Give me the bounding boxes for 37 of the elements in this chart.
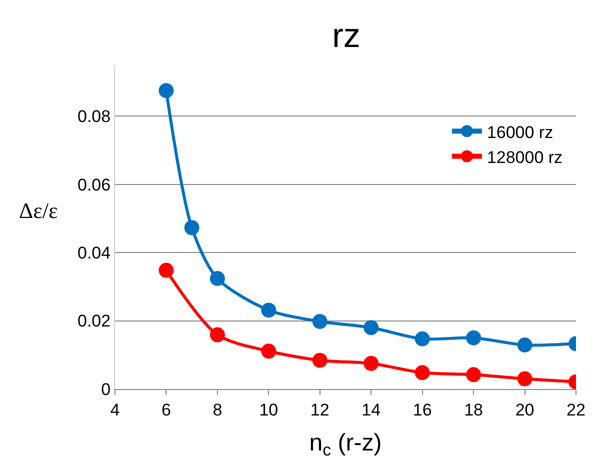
y-tick-label: 0.02: [78, 312, 111, 331]
x-tick-label: 14: [362, 400, 381, 420]
y-axis-title: Δε/ε: [19, 198, 58, 223]
point: [364, 320, 379, 336]
point: [210, 327, 225, 342]
legend-label: 128000 rz: [486, 148, 563, 167]
x-tick-label: 8: [212, 400, 222, 420]
y-tick-label: 0.06: [78, 175, 111, 194]
point: [158, 83, 174, 98]
x-tick-label: 22: [566, 400, 586, 420]
y-tick-label: 0.08: [78, 107, 111, 126]
x-axis-title: n$_{c}$ (r-z): [309, 430, 382, 460]
point: [466, 367, 482, 382]
y-tick-label: 0.04: [78, 244, 111, 263]
x-tick-label: 18: [464, 400, 484, 420]
point: [517, 338, 532, 352]
point: [312, 352, 328, 368]
point: [414, 365, 430, 380]
point: [261, 344, 276, 359]
x-tick-label: 20: [515, 400, 534, 420]
legend-label: 16000 rz: [486, 122, 554, 142]
point: [466, 330, 482, 346]
x-tick-label: 16: [412, 400, 432, 420]
point: [364, 356, 379, 371]
point: [210, 271, 225, 286]
x-tick-label: 6: [161, 400, 171, 420]
x-tick-label: 10: [259, 400, 278, 420]
x-tick-label: 12: [310, 400, 330, 420]
point: [158, 262, 174, 278]
point: [517, 371, 532, 386]
point: [414, 331, 430, 346]
x-tick-label: 4: [110, 400, 120, 420]
chart-title: rz: [332, 17, 360, 55]
point: [184, 220, 200, 236]
y-tick-label: 0: [101, 380, 111, 399]
point: [312, 314, 328, 329]
point: [261, 302, 276, 318]
